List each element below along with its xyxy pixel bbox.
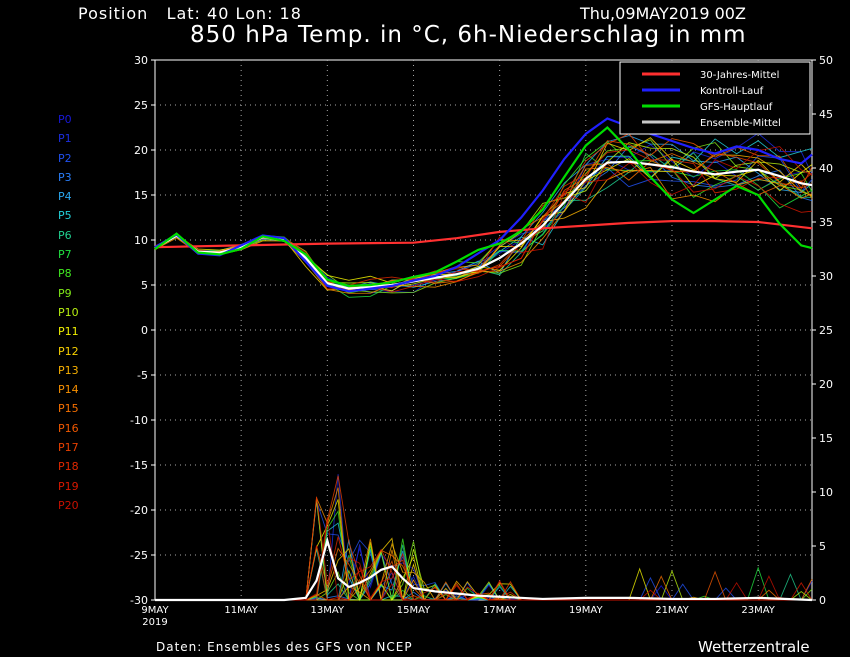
ensemble-precip-line [155,475,812,601]
legend-label: 30-Jahres-Mittel [700,70,779,81]
ensemble-member-line [154,162,813,293]
ensemble-precip-line [155,510,812,601]
y2-tick-label: 50 [819,54,833,67]
y-tick-label: -20 [130,504,148,517]
series-line [155,536,813,602]
ensemble-precip-line [155,559,812,601]
ensemble-precip-line [155,496,812,601]
ensemble-precip-line [155,517,812,601]
member-label: P9 [58,286,72,300]
legend-label: Ensemble-Mittel [700,118,781,129]
ensemble-precip-line [155,546,813,601]
y-tick-label: 5 [141,279,148,292]
y-tick-label: 15 [134,189,148,202]
member-label: P16 [58,421,79,435]
member-label: P3 [58,170,72,184]
member-label: P17 [58,441,79,455]
member-label: P4 [58,190,72,204]
member-label: P18 [58,460,79,474]
member-label: P19 [58,479,79,493]
y2-tick-label: 35 [819,216,833,229]
ensemble-precip-line [155,487,812,602]
y-tick-label: -25 [130,549,148,562]
member-label: P2 [58,151,72,165]
y2-tick-label: 15 [819,432,833,445]
member-label: P1 [58,132,72,146]
member-label: P8 [58,267,72,281]
member-label: P10 [58,305,79,319]
member-label: P15 [58,402,79,416]
ensemble-precip-line [155,474,812,602]
x-tick-label: 9MAY [141,605,169,616]
data-credit: Daten: Ensembles des GFS von NCEP [156,640,413,654]
y2-tick-label: 40 [819,162,833,175]
ensemble-precip-line [155,499,812,601]
x-tick-label: 15MAY [397,605,431,616]
legend-label: GFS-Hauptlauf [700,102,773,113]
chart-title: 850 hPa Temp. in °C, 6h-Niederschlag in … [190,22,747,48]
y2-tick-label: 0 [819,594,826,607]
y-tick-label: 30 [134,54,148,67]
y2-tick-label: 30 [819,270,833,283]
member-label: P14 [58,383,79,397]
member-label: P11 [58,325,79,339]
y-tick-label: -15 [130,459,148,472]
y-tick-label: -5 [137,369,148,382]
ensemble-precip-line [155,498,813,601]
x-tick-label: 19MAY [569,605,603,616]
member-list: P0 P1 P2 P3 P4 P5 P6 P7 P8 P9 P10 P11 P12 P13 P14 P15 P1… [58,110,79,515]
y2-tick-label: 5 [819,540,826,553]
x-tick-label: 2019 [142,617,167,628]
y2-tick-label: 20 [819,378,833,391]
y2-tick-label: 10 [819,486,833,499]
member-label: P20 [58,498,79,512]
brand-label: Wetterzentrale [698,638,810,656]
x-tick-label: 13MAY [311,605,345,616]
member-label: P13 [58,363,79,377]
position-label: Position Lat: 40 Lon: 18 [78,4,302,23]
x-tick-label: 21MAY [655,605,689,616]
member-label: P7 [58,248,72,262]
member-label: P12 [58,344,79,358]
ensemble-precip-line [155,500,812,602]
ensemble-member-line [154,154,813,293]
series-line [154,125,813,288]
y-tick-label: 0 [141,324,148,337]
series-line [154,220,813,249]
y-tick-label: 10 [134,234,148,247]
y2-tick-label: 45 [819,108,833,121]
x-tick-label: 23MAY [741,605,775,616]
run-date: Thu,09MAY2019 00Z [580,4,746,23]
y-tick-label: -30 [130,594,148,607]
y2-tick-label: 25 [819,324,833,337]
member-label: P6 [58,228,72,242]
legend-label: Kontroll-Lauf [700,86,764,97]
member-label: P5 [58,209,72,223]
ensemble-precip-line [155,522,812,602]
ensemble-precip-line [155,499,812,601]
x-tick-label: 17MAY [483,605,517,616]
y-tick-label: -10 [130,414,148,427]
y-tick-label: 25 [134,99,148,112]
member-label: P0 [58,113,72,126]
y-tick-label: 20 [134,144,148,157]
x-tick-label: 11MAY [224,605,258,616]
